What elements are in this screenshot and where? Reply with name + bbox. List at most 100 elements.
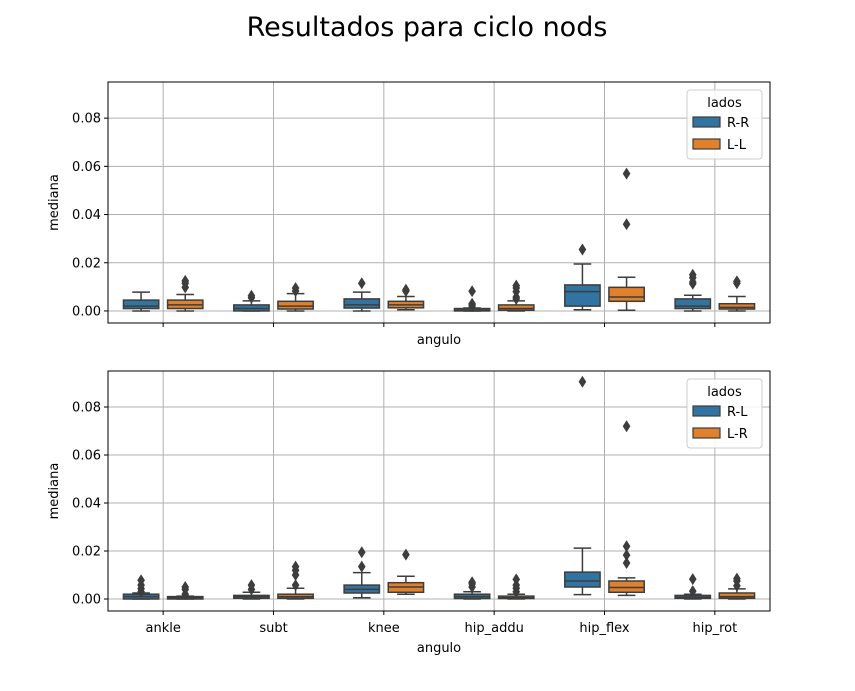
box-R-R-subt <box>233 289 270 312</box>
box-R-L-hip_addu <box>453 576 491 600</box>
box-iqr <box>122 299 160 310</box>
box-iqr <box>497 304 535 311</box>
flier-point <box>357 277 366 290</box>
legend-entry: R-L <box>727 405 748 420</box>
box-iqr <box>564 284 601 307</box>
box-L-L-hip_flex <box>608 167 645 311</box>
flier-point <box>402 283 410 296</box>
box-R-L-hip_rot <box>674 573 712 600</box>
box-L-L-hip_rot <box>718 275 756 312</box>
x-tick-label: subt <box>259 621 287 636</box>
flier-point <box>291 282 300 295</box>
flier-point <box>247 579 256 592</box>
legend-entry: L-R <box>727 427 748 442</box>
flier-point <box>181 274 190 287</box>
flier-point <box>622 549 631 562</box>
legend: lados R-L L-R <box>686 378 763 449</box>
x-tick-label: hip_addu <box>465 621 524 636</box>
flier-point <box>688 268 697 281</box>
flier-point <box>733 275 741 288</box>
flier-point <box>247 289 256 302</box>
chart-panel-1: 0.00 0.02 0.04 0.06 0.08 angulo mediana lados R-… <box>47 81 771 348</box>
legend-swatch <box>692 116 721 128</box>
legend-swatch <box>692 427 721 439</box>
box-L-R-subt <box>277 560 314 600</box>
box-R-L-subt <box>233 579 270 600</box>
y-tick-label: 0.00 <box>72 304 101 319</box>
y-axis-label: mediana <box>47 174 62 231</box>
legend-entry: L-L <box>727 138 747 153</box>
box-L-R-hip_flex <box>608 420 645 597</box>
flier-point <box>512 279 521 292</box>
y-tick-label: 0.00 <box>72 593 101 608</box>
flier-point <box>468 285 476 298</box>
y-tick-label: 0.06 <box>72 449 101 464</box>
box-iqr <box>343 298 381 309</box>
flier-point <box>468 576 476 589</box>
flier-point <box>181 581 190 593</box>
flier-point <box>688 573 697 586</box>
box-R-L-knee <box>343 546 381 599</box>
flier-point <box>291 579 300 592</box>
box-R-R-hip_addu <box>453 285 491 313</box>
legend-swatch <box>692 138 721 150</box>
flier-point <box>622 218 631 231</box>
box-L-L-hip_addu <box>497 279 535 312</box>
box-L-R-knee <box>387 548 425 595</box>
box-R-L-ankle <box>122 574 160 600</box>
flier-point <box>622 540 631 553</box>
flier-point <box>578 375 587 388</box>
y-axis-label: mediana <box>47 463 62 520</box>
box-R-R-ankle <box>122 291 160 312</box>
y-tick-label: 0.02 <box>72 545 101 560</box>
chart-panel-2: 0.00 0.02 0.04 0.06 0.08 ankle subt knee hip_add… <box>47 370 771 656</box>
flier-point <box>622 167 631 180</box>
flier-point <box>622 557 631 569</box>
box-L-R-ankle <box>166 581 204 601</box>
x-axis-label: angulo <box>417 333 461 348</box>
box-iqr <box>718 302 756 310</box>
box-L-L-knee <box>387 283 425 311</box>
flier-point <box>578 243 587 256</box>
flier-point <box>688 585 697 598</box>
flier-point <box>622 420 631 433</box>
flier-point <box>402 548 410 561</box>
legend: lados R-R L-L <box>686 89 763 160</box>
y-tick-label: 0.06 <box>72 160 101 175</box>
box-iqr <box>718 592 756 600</box>
x-tick-label: knee <box>368 621 400 636</box>
box-L-L-ankle <box>166 274 204 312</box>
box-L-R-hip_rot <box>718 572 756 600</box>
y-tick-label: 0.08 <box>72 401 101 416</box>
x-tick-label: hip_rot <box>692 621 737 636</box>
axes-frame <box>107 370 771 612</box>
box-iqr <box>608 286 645 303</box>
box-L-R-hip_addu <box>497 573 535 600</box>
box-iqr <box>564 571 601 588</box>
flier-point <box>357 560 366 573</box>
y-tick-label: 0.04 <box>72 208 101 223</box>
box-R-R-hip_rot <box>674 268 712 312</box>
box-iqr <box>608 580 645 594</box>
flier-point <box>733 572 741 585</box>
legend-swatch <box>692 405 721 417</box>
flier-point <box>357 546 366 559</box>
legend-title: lados <box>707 385 742 400</box>
x-tick-label: hip_flex <box>579 621 630 636</box>
axes-frame <box>107 81 771 324</box>
legend-entry: R-R <box>727 116 749 131</box>
flier-point <box>291 560 300 573</box>
flier-point <box>468 297 476 310</box>
box-R-L-hip_flex <box>564 375 601 596</box>
flier-point <box>137 574 145 587</box>
box-L-L-subt <box>277 282 314 312</box>
y-tick-label: 0.04 <box>72 497 101 512</box>
x-tick-label: ankle <box>145 621 180 636</box>
box-R-R-hip_flex <box>564 243 601 311</box>
box-iqr <box>277 300 314 310</box>
box-R-R-knee <box>343 277 381 312</box>
y-tick-label: 0.08 <box>72 112 101 127</box>
box-iqr <box>674 298 712 310</box>
flier-point <box>512 573 521 586</box>
